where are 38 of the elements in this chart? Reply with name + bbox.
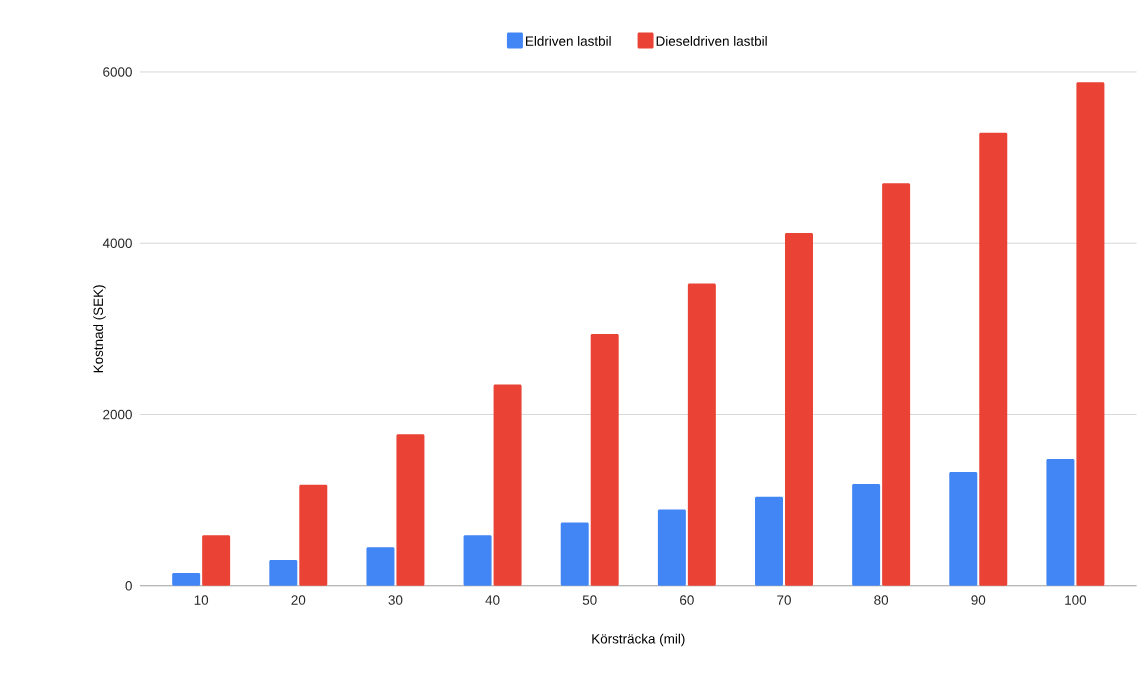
bar [172,573,201,586]
x-axis-title: Körsträcka (mil) [592,633,685,647]
bar [1076,82,1105,586]
bar [755,496,783,586]
bar [784,233,813,586]
x-tick-label: 100 [1065,595,1087,605]
bar [299,484,328,586]
bar [852,484,881,586]
legend-label: Dieseldriven lastbil [656,36,767,46]
x-tick-label: 70 [777,595,791,605]
x-tick-label: 60 [680,595,694,605]
bar [269,560,298,586]
bar [657,509,686,586]
y-tick-label: 6000 [103,67,132,77]
bar [1046,459,1075,586]
bar [590,334,619,586]
x-tick-label: 50 [582,595,597,605]
bar [493,384,522,586]
y-tick-label: 0 [125,581,132,591]
x-tick-label: 20 [291,595,306,605]
bar [687,283,716,586]
bar [366,547,395,586]
y-tick-label: 2000 [103,409,132,420]
bar [560,522,589,586]
x-tick-label: 80 [874,595,889,605]
bar [463,535,492,586]
x-tick-label: 40 [485,595,500,605]
bar [396,434,425,586]
y-tick-label: 4000 [102,238,132,249]
y-axis-title: Kostnad (SEK) [93,285,106,373]
bar [979,132,1008,586]
legend-label: Eldriven lastbil [526,36,611,46]
bar [949,472,978,586]
x-tick-label: 90 [971,595,986,605]
bar [202,535,231,586]
bar [882,183,911,586]
x-tick-label: 10 [194,595,209,605]
x-tick-label: 30 [388,595,403,605]
